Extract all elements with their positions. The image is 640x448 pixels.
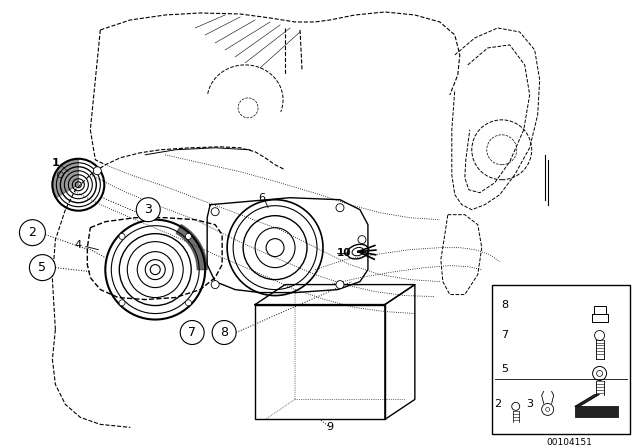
Circle shape	[93, 167, 101, 175]
Bar	[594, 306, 605, 314]
Circle shape	[593, 366, 607, 380]
Circle shape	[119, 300, 125, 306]
Polygon shape	[176, 224, 207, 270]
Text: 7: 7	[188, 326, 196, 339]
Text: 2: 2	[494, 400, 501, 409]
Circle shape	[336, 280, 344, 289]
Polygon shape	[575, 394, 600, 406]
Text: 9: 9	[326, 422, 333, 432]
Text: 4: 4	[75, 240, 82, 250]
Text: 6: 6	[259, 193, 266, 202]
Text: 5: 5	[501, 365, 508, 375]
Circle shape	[211, 208, 219, 215]
Circle shape	[136, 198, 160, 222]
Text: 3: 3	[526, 400, 533, 409]
Circle shape	[541, 403, 554, 415]
Circle shape	[512, 402, 520, 410]
Circle shape	[595, 331, 605, 340]
Circle shape	[211, 280, 219, 289]
Bar	[591, 314, 607, 322]
Circle shape	[119, 233, 125, 239]
Text: 3: 3	[144, 203, 152, 216]
Circle shape	[29, 254, 56, 280]
Text: 00104151: 00104151	[547, 438, 593, 447]
Text: 5: 5	[38, 261, 47, 274]
Text: 7: 7	[501, 330, 508, 340]
Bar	[492, 284, 630, 435]
Text: 10: 10	[337, 248, 351, 258]
Circle shape	[180, 320, 204, 345]
Text: 2: 2	[29, 226, 36, 239]
Circle shape	[212, 320, 236, 345]
Circle shape	[186, 233, 191, 239]
Polygon shape	[52, 159, 78, 198]
Circle shape	[336, 204, 344, 212]
Circle shape	[19, 220, 45, 246]
Circle shape	[186, 300, 191, 306]
Text: 1: 1	[51, 158, 60, 168]
Polygon shape	[575, 406, 618, 418]
Circle shape	[358, 236, 366, 244]
Text: 8: 8	[501, 300, 508, 310]
Text: 8: 8	[220, 326, 228, 339]
